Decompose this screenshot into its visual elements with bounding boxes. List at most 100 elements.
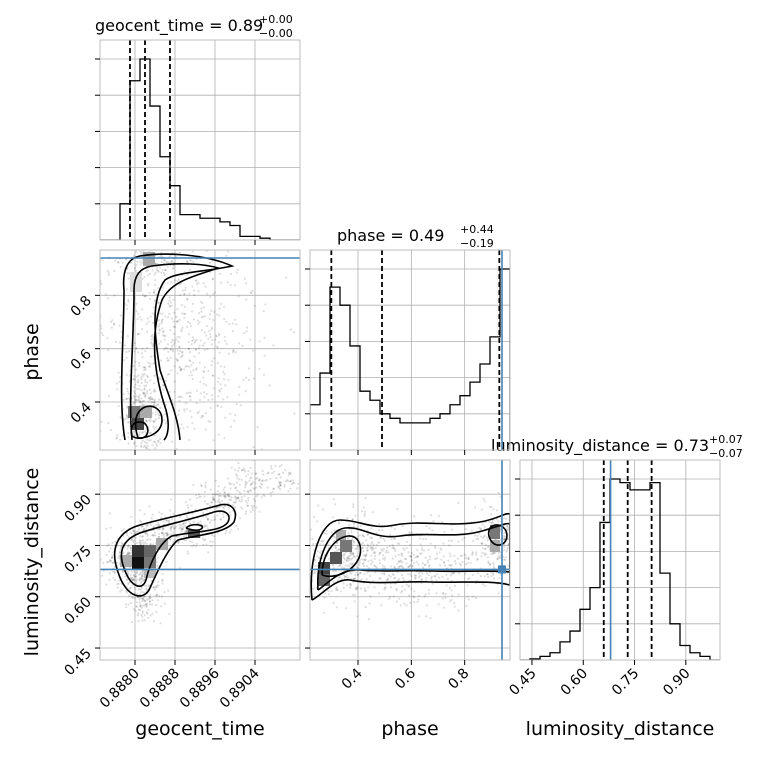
scatter-geocent-time-luminosity-distance-point-676 <box>241 507 244 510</box>
scatter-geocent-time-phase-point-776 <box>177 340 180 343</box>
scatter-geocent-time-luminosity-distance-point-914 <box>254 482 257 485</box>
scatter-geocent-time-luminosity-distance-point-893 <box>249 466 252 469</box>
scatter-geocent-time-phase-point-291 <box>141 347 144 350</box>
scatter-geocent-time-phase-point-500 <box>214 334 217 337</box>
scatter-geocent-time-luminosity-distance-point-424 <box>188 519 191 523</box>
scatter-phase-luminosity-distance-point-69 <box>361 534 364 537</box>
scatter-geocent-time-luminosity-distance-point-690 <box>244 499 247 502</box>
scatter-phase-luminosity-distance-point-688 <box>481 583 484 586</box>
scatter-geocent-time-phase-point-777 <box>170 369 173 372</box>
scatter-geocent-time-phase-point-283 <box>186 325 189 328</box>
scatter-geocent-time-phase-point-332 <box>137 231 139 233</box>
scatter-geocent-time-luminosity-distance-point-1020 <box>152 586 156 589</box>
scatter-geocent-time-phase-point-651 <box>227 378 230 381</box>
scatter-geocent-time-luminosity-distance-point-797 <box>240 500 243 503</box>
scatter-geocent-time-luminosity-distance-point-128 <box>145 542 148 546</box>
scatter-phase-luminosity-distance-point-311 <box>384 586 387 589</box>
scatter-geocent-time-phase-point-286 <box>215 345 218 348</box>
scatter-geocent-time-luminosity-distance-point-200 <box>131 584 134 587</box>
scatter-geocent-time-luminosity-distance-point-921 <box>261 469 264 472</box>
scatter-geocent-time-luminosity-distance-point-902 <box>257 457 259 459</box>
scatter-geocent-time-luminosity-distance-point-313 <box>165 560 168 563</box>
scatter-geocent-time-phase-point-982 <box>139 263 142 266</box>
scatter-geocent-time-luminosity-distance-marks <box>100 457 300 625</box>
scatter-geocent-time-luminosity-distance-point-660 <box>209 488 212 491</box>
scatter-geocent-time-luminosity-distance-point-213 <box>178 566 181 570</box>
scatter-phase-luminosity-distance-point-460 <box>387 574 391 577</box>
scatter-geocent-time-luminosity-distance-point-129 <box>126 553 129 556</box>
scatter-phase-luminosity-distance-point-25 <box>332 564 335 567</box>
scatter-geocent-time-luminosity-distance-point-398 <box>170 525 173 528</box>
scatter-geocent-time-phase-point-689 <box>231 174 233 176</box>
scatter-geocent-time-phase-point-757 <box>225 342 228 345</box>
title-geocent-time-plus: +0.00 <box>259 13 293 26</box>
scatter-geocent-time-phase-point-858 <box>177 352 180 355</box>
scatter-geocent-time-luminosity-distance-point-453 <box>157 535 161 539</box>
scatter-geocent-time-phase-point-485 <box>137 351 140 354</box>
scatter-geocent-time-luminosity-distance-point-827 <box>290 482 293 486</box>
scatter-geocent-time-phase-point-374 <box>211 398 214 401</box>
scatter-geocent-time-luminosity-distance-point-395 <box>190 545 193 548</box>
scatter-geocent-time-luminosity-distance-contour-2 <box>185 523 204 531</box>
scatter-geocent-time-luminosity-distance-point-269 <box>127 536 130 539</box>
scatter-geocent-time-luminosity-distance-point-596 <box>133 530 136 533</box>
scatter-geocent-time-phase-point-305 <box>150 211 152 213</box>
scatter-geocent-time-phase-point-789 <box>201 415 204 418</box>
scatter-geocent-time-phase-point-216 <box>126 414 129 418</box>
scatter-geocent-time-luminosity-distance-yticklabel-2: 0.75 <box>61 543 94 576</box>
scatter-phase-luminosity-distance-point-4 <box>335 586 338 589</box>
hist-luminosity-distance-step <box>520 478 720 660</box>
scatter-phase-luminosity-distance-point-747 <box>429 617 432 620</box>
scatter-geocent-time-luminosity-distance-point-461 <box>144 532 147 535</box>
scatter-geocent-time-luminosity-distance-point-578 <box>158 532 161 536</box>
scatter-geocent-time-phase-point-242 <box>157 412 160 415</box>
scatter-geocent-time-phase-point-314 <box>146 419 149 423</box>
scatter-geocent-time-phase-point-477 <box>166 359 169 362</box>
scatter-geocent-time-phase-point-766 <box>155 293 158 296</box>
scatter-geocent-time-phase-point-232 <box>140 381 143 385</box>
scatter-geocent-time-phase-point-372 <box>249 291 252 294</box>
scatter-phase-luminosity-distance-contour-2 <box>321 535 362 577</box>
scatter-phase-luminosity-distance-point-332 <box>416 555 420 559</box>
scatter-geocent-time-luminosity-distance-point-186 <box>138 573 141 576</box>
scatter-phase-luminosity-distance-point-894 <box>490 505 493 509</box>
scatter-geocent-time-luminosity-distance-point-570 <box>205 525 208 528</box>
scatter-geocent-time-luminosity-distance-point-950 <box>140 587 143 590</box>
scatter-geocent-time-luminosity-distance-point-508 <box>181 525 185 529</box>
scatter-phase-luminosity-distance-point-547 <box>442 560 445 564</box>
scatter-geocent-time-phase-point-995 <box>161 268 164 271</box>
scatter-geocent-time-luminosity-distance-point-992 <box>154 586 157 589</box>
scatter-geocent-time-luminosity-distance-point-897 <box>254 472 257 475</box>
scatter-geocent-time-phase-point-306 <box>216 404 219 407</box>
scatter-phase-luminosity-distance-point-199 <box>351 518 354 521</box>
scatter-geocent-time-phase-point-536 <box>110 326 113 329</box>
scatter-phase-luminosity-distance-point-957 <box>499 554 502 557</box>
scatter-geocent-time-phase-point-923 <box>107 271 110 274</box>
scatter-geocent-time-phase-point-272 <box>210 328 213 331</box>
scatter-geocent-time-luminosity-distance-point-709 <box>218 492 221 495</box>
scatter-geocent-time-phase-point-383 <box>234 351 237 354</box>
scatter-geocent-time-luminosity-distance-point-506 <box>204 524 207 527</box>
scatter-geocent-time-luminosity-distance-point-412 <box>178 527 181 530</box>
scatter-phase-luminosity-distance-point-732 <box>453 585 457 588</box>
scatter-geocent-time-phase-point-337 <box>107 273 110 276</box>
scatter-geocent-time-phase-point-184 <box>140 397 143 400</box>
scatter-geocent-time-phase-point-987 <box>160 271 163 274</box>
scatter-phase-luminosity-distance-point-454 <box>350 529 353 532</box>
scatter-geocent-time-luminosity-distance-point-631 <box>160 531 163 535</box>
scatter-phase-luminosity-distance-point-532 <box>356 574 359 577</box>
scatter-geocent-time-phase-point-887 <box>173 325 176 328</box>
scatter-geocent-time-luminosity-distance-point-108 <box>127 553 131 556</box>
scatter-geocent-time-phase-point-932 <box>148 272 152 275</box>
scatter-geocent-time-luminosity-distance-point-106 <box>141 577 144 581</box>
scatter-phase-luminosity-distance-point-213 <box>366 533 369 536</box>
scatter-geocent-time-phase-point-350 <box>168 305 171 308</box>
scatter-phase-luminosity-distance-point-389 <box>511 582 513 584</box>
scatter-phase-luminosity-distance-point-968 <box>487 561 490 565</box>
scatter-geocent-time-phase-point-812 <box>218 334 221 337</box>
scatter-geocent-time-phase-point-952 <box>164 268 167 272</box>
scatter-geocent-time-phase-point-899 <box>163 338 166 341</box>
hist-luminosity-distance-xticklabel-1: 0.60 <box>558 666 591 699</box>
scatter-geocent-time-phase-point-681 <box>227 352 231 355</box>
scatter-phase-luminosity-distance-point-427 <box>417 576 421 579</box>
